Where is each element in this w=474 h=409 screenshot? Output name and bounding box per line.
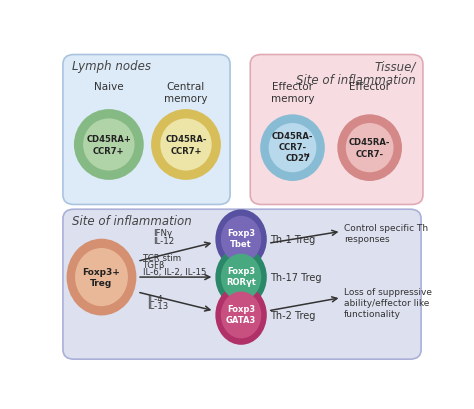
Text: Effector
memory: Effector memory	[271, 82, 314, 104]
Text: Foxp3+
Treg: Foxp3+ Treg	[82, 267, 120, 288]
Ellipse shape	[269, 124, 316, 173]
Ellipse shape	[66, 239, 137, 316]
Ellipse shape	[215, 247, 267, 307]
Text: Loss of suppressive
ability/effector like
functionality: Loss of suppressive ability/effector lik…	[344, 287, 432, 318]
Text: Foxp3: Foxp3	[227, 266, 255, 275]
Text: Th-17 Treg: Th-17 Treg	[271, 272, 322, 282]
Text: CD45RA+
CCR7+: CD45RA+ CCR7+	[86, 135, 131, 155]
Ellipse shape	[337, 115, 402, 182]
Text: Tissue/: Tissue/	[374, 60, 416, 73]
Text: Site of inflammation: Site of inflammation	[72, 214, 192, 227]
Ellipse shape	[221, 292, 261, 339]
Ellipse shape	[221, 254, 261, 301]
Text: Effector: Effector	[349, 82, 390, 92]
Ellipse shape	[215, 285, 267, 345]
Text: Foxp3: Foxp3	[227, 304, 255, 313]
Text: CD45RA-
CCR7+: CD45RA- CCR7+	[165, 135, 207, 155]
Text: IL-4: IL-4	[147, 294, 163, 303]
FancyBboxPatch shape	[63, 55, 230, 205]
Text: IL-13: IL-13	[147, 301, 169, 310]
Text: Tbet: Tbet	[230, 240, 252, 249]
Text: Naive: Naive	[94, 82, 124, 92]
Text: CD45RA-
CCR7-: CD45RA- CCR7-	[349, 138, 391, 158]
Text: Control specific Th
responses: Control specific Th responses	[344, 223, 428, 243]
Ellipse shape	[346, 124, 393, 173]
Ellipse shape	[221, 216, 261, 263]
Text: CCR7-: CCR7-	[278, 142, 307, 151]
Text: TGFβ: TGFβ	[143, 260, 165, 269]
Ellipse shape	[215, 210, 267, 270]
Text: Site of inflammation: Site of inflammation	[296, 74, 416, 87]
Text: Lymph nodes: Lymph nodes	[72, 60, 151, 73]
Text: RORγt: RORγt	[226, 278, 256, 287]
Text: Th-2 Treg: Th-2 Treg	[271, 310, 316, 320]
Ellipse shape	[160, 119, 212, 171]
Text: hi: hi	[303, 153, 310, 158]
Ellipse shape	[83, 119, 135, 171]
Text: TCR stim: TCR stim	[143, 253, 181, 262]
Text: CD27: CD27	[286, 153, 310, 162]
Text: Th-1 Treg: Th-1 Treg	[271, 235, 316, 245]
Text: IL-12: IL-12	[153, 237, 174, 246]
Ellipse shape	[260, 115, 325, 182]
Text: Central
memory: Central memory	[164, 82, 208, 104]
Text: IL-6, IL-2, IL-15: IL-6, IL-2, IL-15	[143, 267, 207, 276]
Ellipse shape	[151, 110, 221, 180]
Text: CD45RA-: CD45RA-	[272, 132, 313, 141]
Text: Foxp3: Foxp3	[227, 228, 255, 237]
FancyBboxPatch shape	[63, 210, 421, 359]
Ellipse shape	[75, 248, 128, 306]
FancyBboxPatch shape	[250, 55, 423, 205]
Text: IFNγ: IFNγ	[153, 229, 172, 238]
Text: GATA3: GATA3	[226, 315, 256, 324]
Ellipse shape	[74, 110, 144, 180]
